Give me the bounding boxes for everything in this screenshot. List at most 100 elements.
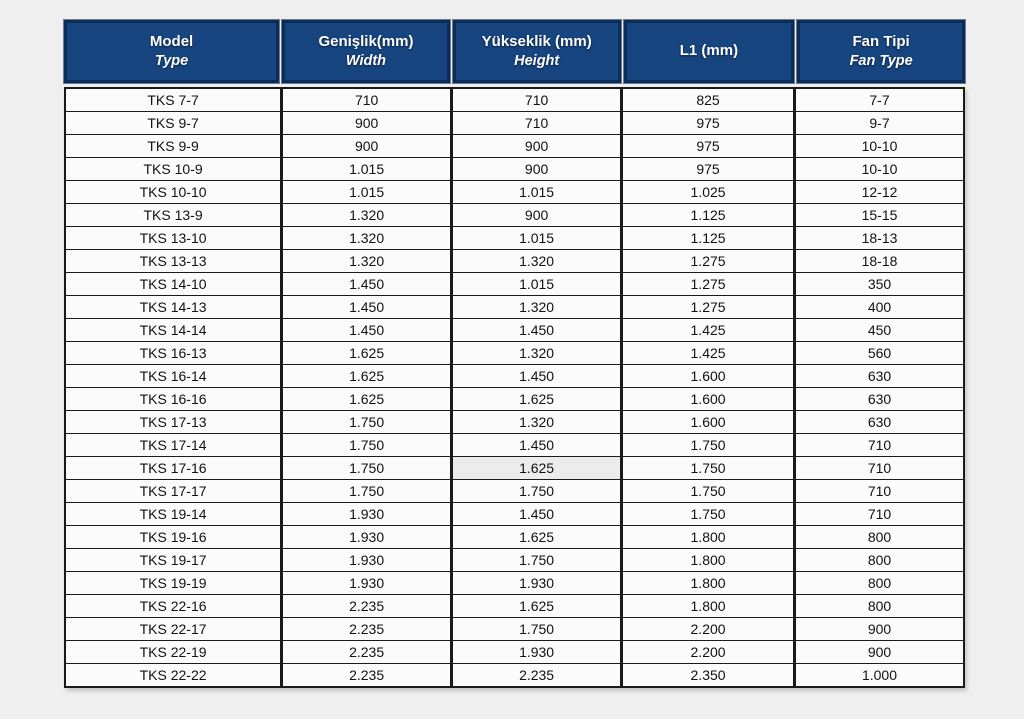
header-label-fan-type-en: Fan Type: [849, 52, 913, 69]
cell-fan-type: 18-18: [796, 250, 963, 272]
cell-height: 1.320: [453, 250, 621, 272]
cell-fan-type: 800: [796, 549, 963, 571]
cell-l1: 2.350: [623, 664, 794, 686]
cell-model: TKS 22-22: [66, 664, 281, 686]
cell-fan-type: 630: [796, 411, 963, 433]
cell-l1: 1.600: [623, 365, 794, 387]
cell-model: TKS 19-16: [66, 526, 281, 548]
cell-height: 1.015: [453, 181, 621, 203]
cell-height: 900: [453, 135, 621, 157]
cell-model: TKS 16-16: [66, 388, 281, 410]
cell-width: 1.750: [283, 480, 451, 502]
cell-width: 1.750: [283, 411, 451, 433]
cell-fan-type: 400: [796, 296, 963, 318]
cell-width: 1.320: [283, 250, 451, 272]
header-label-fan-type-tr: Fan Tipi: [852, 33, 910, 51]
header-label-model-tr: Model: [149, 33, 194, 51]
cell-model: TKS 14-10: [66, 273, 281, 295]
cell-fan-type: 15-15: [796, 204, 963, 226]
cell-l1: 1.750: [623, 434, 794, 456]
cell-fan-type: 10-10: [796, 158, 963, 180]
cell-height: 1.625: [453, 388, 621, 410]
cell-height: 1.625: [453, 526, 621, 548]
header-cell-model: Model Type: [62, 19, 281, 84]
cell-l1: 975: [623, 158, 794, 180]
cell-height: 2.235: [453, 664, 621, 686]
cell-fan-type: 450: [796, 319, 963, 341]
cell-width: 1.625: [283, 342, 451, 364]
cell-fan-type: 9-7: [796, 112, 963, 134]
cell-fan-type: 710: [796, 457, 963, 479]
cell-model: TKS 19-14: [66, 503, 281, 525]
cell-fan-type: 710: [796, 503, 963, 525]
cell-fan-type: 800: [796, 595, 963, 617]
cell-l1: 825: [623, 89, 794, 111]
cell-model: TKS 7-7: [66, 89, 281, 111]
cell-width: 2.235: [283, 595, 451, 617]
cell-l1: 1.600: [623, 388, 794, 410]
cell-l1: 1.800: [623, 549, 794, 571]
cell-fan-type: 800: [796, 572, 963, 594]
cell-l1: 1.275: [623, 250, 794, 272]
cell-model: TKS 9-7: [66, 112, 281, 134]
header-label-height-tr: Yükseklik (mm): [481, 33, 592, 51]
cell-fan-type: 350: [796, 273, 963, 295]
header-label-model-en: Type: [154, 52, 189, 69]
cell-l1: 1.800: [623, 526, 794, 548]
cell-height: 1.930: [453, 641, 621, 663]
cell-model: TKS 22-16: [66, 595, 281, 617]
cell-width: 900: [283, 112, 451, 134]
cell-l1: 975: [623, 112, 794, 134]
cell-width: 1.450: [283, 296, 451, 318]
cell-model: TKS 19-19: [66, 572, 281, 594]
cell-fan-type: 7-7: [796, 89, 963, 111]
cell-l1: 1.750: [623, 503, 794, 525]
cell-l1: 2.200: [623, 618, 794, 640]
cell-width: 2.235: [283, 641, 451, 663]
cell-height: 1.450: [453, 503, 621, 525]
cell-model: TKS 17-14: [66, 434, 281, 456]
cell-width: 1.320: [283, 227, 451, 249]
cell-fan-type: 18-13: [796, 227, 963, 249]
cell-width: 1.930: [283, 526, 451, 548]
cell-height: 900: [453, 204, 621, 226]
cell-height: 1.930: [453, 572, 621, 594]
cell-model: TKS 9-9: [66, 135, 281, 157]
cell-height: 1.320: [453, 296, 621, 318]
cell-width: 1.625: [283, 388, 451, 410]
cell-height: 710: [453, 112, 621, 134]
cell-fan-type: 630: [796, 388, 963, 410]
header-label-l1-tr: L1 (mm): [679, 42, 739, 60]
cell-l1: 1.800: [623, 595, 794, 617]
cell-l1: 1.750: [623, 480, 794, 502]
cell-l1: 1.275: [623, 273, 794, 295]
cell-model: TKS 19-17: [66, 549, 281, 571]
cell-model: TKS 10-10: [66, 181, 281, 203]
header-label-height-en: Height: [514, 52, 560, 69]
cell-fan-type: 710: [796, 480, 963, 502]
cell-height: 900: [453, 158, 621, 180]
cell-l1: 2.200: [623, 641, 794, 663]
cell-width: 1.930: [283, 503, 451, 525]
cell-fan-type: 1.000: [796, 664, 963, 686]
cell-height: 1.750: [453, 480, 621, 502]
cell-fan-type: 560: [796, 342, 963, 364]
cell-fan-type: 900: [796, 641, 963, 663]
cell-fan-type: 710: [796, 434, 963, 456]
cell-l1: 1.025: [623, 181, 794, 203]
header-label-width-tr: Genişlik(mm): [318, 33, 414, 51]
cell-l1: 1.600: [623, 411, 794, 433]
header-label-width-en: Width: [345, 52, 387, 69]
header-cell-l1: L1 (mm): [622, 19, 796, 84]
cell-model: TKS 17-13: [66, 411, 281, 433]
cell-width: 710: [283, 89, 451, 111]
cell-model: TKS 10-9: [66, 158, 281, 180]
header-cell-fan-type: Fan Tipi Fan Type: [796, 19, 966, 84]
cell-model: TKS 14-14: [66, 319, 281, 341]
cell-height: 1.750: [453, 549, 621, 571]
cell-height: 1.625: [453, 457, 621, 479]
cell-width: 1.015: [283, 181, 451, 203]
cell-l1: 1.125: [623, 204, 794, 226]
cell-width: 900: [283, 135, 451, 157]
cell-model: TKS 17-17: [66, 480, 281, 502]
